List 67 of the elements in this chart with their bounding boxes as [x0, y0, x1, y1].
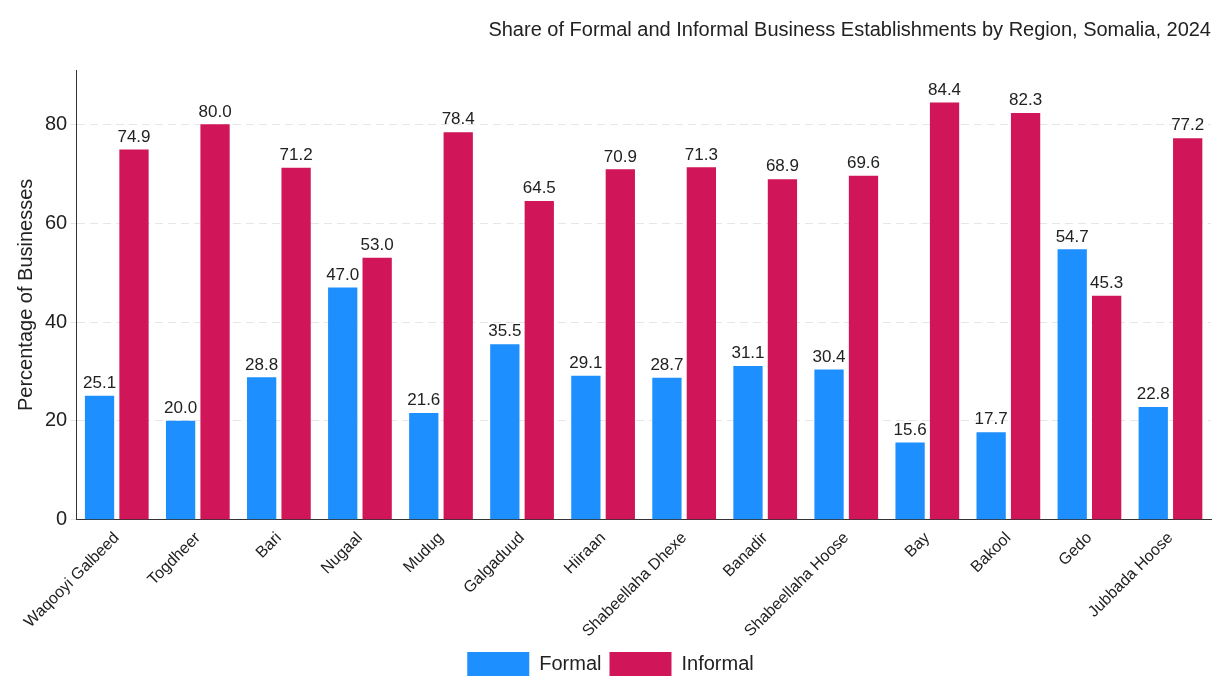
bar — [814, 369, 844, 520]
y-tick-label: 20 — [45, 408, 68, 431]
bar — [328, 287, 358, 520]
y-tick-label: 80 — [45, 111, 68, 134]
data-label: 45.3 — [1090, 273, 1124, 293]
y-axis-title: Percentage of Businesses — [13, 178, 36, 412]
bar — [524, 200, 554, 520]
bar — [247, 377, 277, 520]
bar — [1010, 112, 1041, 520]
chart-title: Share of Formal and Informal Business Establishments by Region, Somalia, 2024 — [488, 17, 1211, 40]
data-label: 28.8 — [245, 354, 279, 374]
data-label: 21.6 — [407, 390, 441, 410]
data-label: 29.1 — [569, 353, 603, 373]
data-label: 20.0 — [164, 398, 198, 418]
y-tick-label: 60 — [45, 210, 68, 233]
bar — [571, 375, 601, 520]
bar — [281, 167, 311, 520]
bar — [652, 377, 682, 520]
data-label: 25.1 — [83, 372, 117, 392]
data-label: 78.4 — [441, 109, 475, 129]
legend-label: Informal — [681, 651, 754, 674]
data-label: 84.4 — [927, 79, 962, 99]
bar — [490, 344, 520, 520]
bar — [686, 167, 717, 520]
x-tick-label: Bari — [251, 528, 285, 561]
data-label: 71.3 — [684, 144, 718, 164]
bar — [200, 124, 230, 520]
y-tick-label: 40 — [45, 309, 68, 332]
data-label: 54.7 — [1055, 226, 1089, 246]
x-tick-label: Bay — [901, 528, 933, 561]
data-label: 74.9 — [117, 126, 151, 146]
data-label: 35.5 — [488, 321, 522, 341]
bar — [1173, 138, 1203, 520]
data-label: 17.7 — [974, 409, 1008, 429]
bar — [165, 420, 196, 520]
bar — [605, 169, 635, 520]
bar — [362, 257, 392, 520]
data-label: 15.6 — [893, 419, 927, 439]
data-label: 70.9 — [603, 146, 637, 166]
data-label: 30.4 — [812, 346, 846, 366]
bar — [848, 175, 879, 520]
bar — [1138, 407, 1168, 520]
legend-label: Formal — [539, 651, 602, 674]
data-label: 69.6 — [846, 152, 881, 172]
bar — [1057, 249, 1087, 520]
bar — [409, 412, 439, 520]
data-label: 53.0 — [360, 234, 394, 254]
bar — [119, 149, 149, 520]
data-label: 31.1 — [731, 343, 765, 363]
bar — [733, 365, 763, 520]
data-label: 28.7 — [650, 355, 684, 375]
data-label: 77.2 — [1171, 115, 1205, 135]
bar — [767, 179, 798, 520]
data-label: 68.9 — [765, 156, 799, 176]
y-tick-label: 0 — [56, 507, 68, 530]
data-label: 82.3 — [1009, 90, 1043, 110]
data-label: 71.2 — [279, 145, 313, 165]
data-label: 22.8 — [1136, 384, 1170, 404]
bar — [1092, 295, 1122, 520]
data-label: 64.5 — [522, 178, 556, 198]
bar — [84, 395, 115, 520]
bar — [895, 442, 925, 520]
bar — [929, 102, 960, 520]
bar — [976, 432, 1006, 520]
bar — [443, 132, 473, 520]
data-label: 47.0 — [326, 264, 360, 284]
data-label: 80.0 — [198, 101, 232, 121]
